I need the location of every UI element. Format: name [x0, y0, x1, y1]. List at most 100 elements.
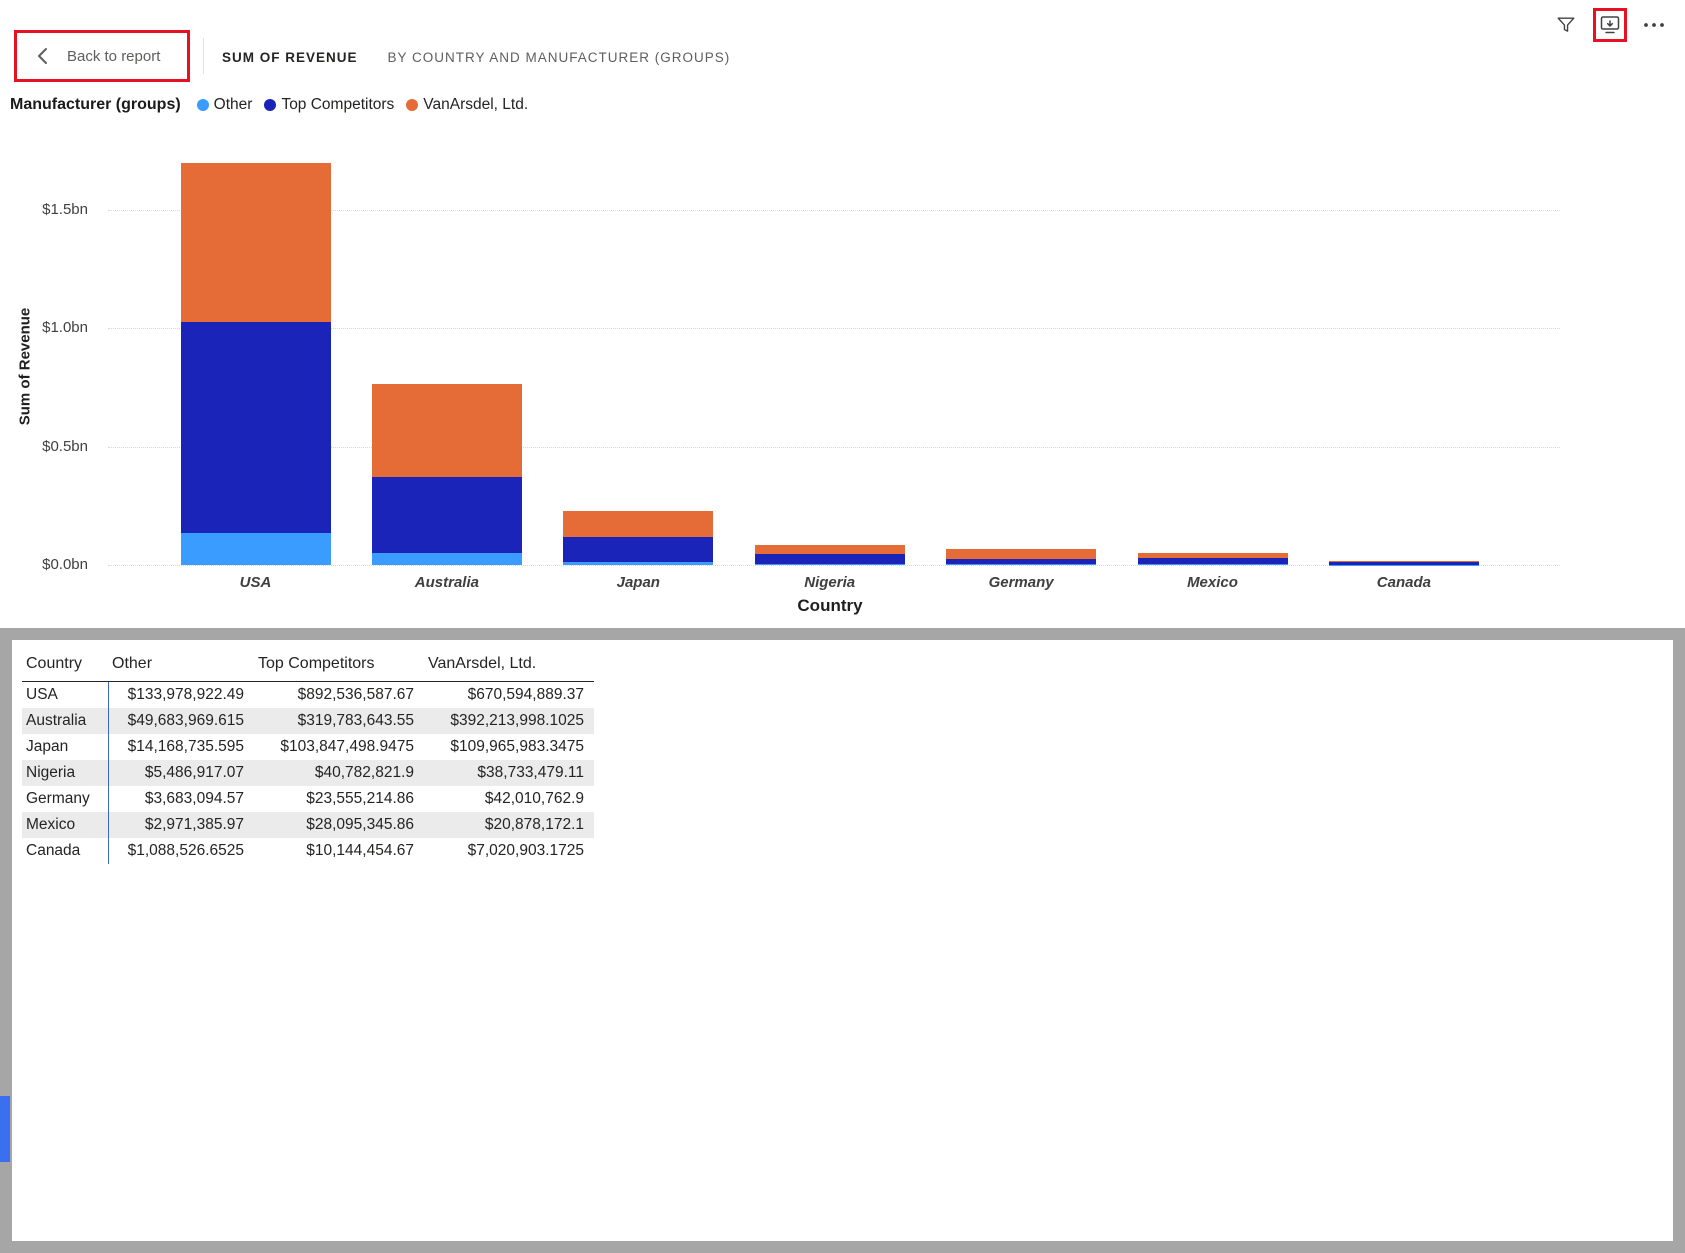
data-table: Country Other Top Competitors VanArsdel, Lt… — [22, 648, 594, 864]
legend-title: Manufacturer (groups) — [10, 96, 181, 113]
table-cell-country: Germany — [22, 786, 109, 812]
bar-segment[interactable] — [1328, 562, 1479, 565]
bar-germany[interactable] — [946, 548, 1097, 565]
table-column-header: Country — [22, 648, 108, 682]
gridline — [108, 565, 1560, 566]
bar-segment[interactable] — [946, 548, 1097, 559]
bar-segment[interactable] — [1328, 560, 1479, 563]
table-cell-value: $49,683,969.615 — [127, 712, 244, 729]
bar-mexico[interactable] — [1137, 552, 1288, 565]
x-tick-label: USA — [239, 574, 272, 591]
bar-segment[interactable] — [563, 510, 714, 538]
table-cell-value: $42,010,762.9 — [484, 790, 584, 807]
legend-item-label: Top Competitors — [281, 96, 395, 113]
bar-segment[interactable] — [180, 533, 331, 565]
table-cell-value: $109,965,983.3475 — [450, 738, 584, 755]
show-data-panel-inner: Country Other Top Competitors VanArsdel, Lt… — [12, 640, 1673, 1241]
bar-segment[interactable] — [563, 537, 714, 562]
legend-color-dot-icon — [196, 99, 209, 111]
table-column-header: Top Competitors — [254, 648, 424, 682]
table-cell-value: $392,213,998.1025 — [450, 712, 584, 729]
bar-usa[interactable] — [180, 162, 331, 565]
table-cell-value: $23,555,214.86 — [306, 790, 414, 807]
filter-icon[interactable] — [1549, 8, 1583, 42]
visual-title-sub: BY COUNTRY AND MANUFACTURER (GROUPS) — [387, 50, 731, 65]
table-row: Canada $1,088,526.6525 $10,144,454.67 $7,02… — [22, 838, 594, 864]
bar-segment[interactable] — [754, 554, 905, 564]
legend-item-top-competitors[interactable]: Top Competitors — [264, 96, 394, 114]
legend-items: Other Top Competitors VanArsdel, Ltd. — [196, 96, 540, 114]
legend-color-dot-icon — [406, 99, 419, 111]
x-tick-label: Germany — [988, 574, 1054, 591]
table-row: Japan $14,168,735.595 $103,847,498.9475 $10… — [22, 734, 594, 760]
table-column-header: Other — [108, 648, 254, 682]
table-cell-value: $1,088,526.6525 — [127, 842, 244, 859]
more-options-icon[interactable] — [1637, 8, 1671, 42]
bar-segment[interactable] — [946, 558, 1097, 565]
bar-segment[interactable] — [371, 384, 522, 478]
legend: Manufacturer (groups) Other Top Competito… — [10, 96, 540, 114]
legend-item-label: VanArsdel, Ltd. — [423, 96, 529, 113]
table-cell-value: $20,878,172.1 — [484, 816, 584, 833]
table-row: Australia $49,683,969.615 $319,783,643.55 $… — [22, 708, 594, 734]
back-chevron-icon — [38, 48, 47, 64]
bar-segment[interactable] — [946, 564, 1097, 565]
x-axis-title: Country — [797, 596, 863, 615]
legend-color-dot-icon — [264, 99, 277, 111]
bar-japan[interactable] — [563, 510, 714, 565]
visual-title: SUM OF REVENUE BY COUNTRY AND MANUFACTUR… — [222, 50, 730, 65]
bar-segment[interactable] — [371, 553, 522, 565]
x-tick-label: Mexico — [1187, 574, 1238, 591]
table-cell-country: Australia — [22, 708, 109, 734]
table-row: Nigeria $5,486,917.07 $40,782,821.9 $38,733… — [22, 760, 594, 786]
bar-canada[interactable] — [1328, 560, 1479, 565]
legend-item-vanarsdel-ltd[interactable]: VanArsdel, Ltd. — [406, 96, 528, 114]
gridline — [108, 446, 1560, 448]
y-axis-title: Sum of Revenue — [16, 307, 34, 426]
legend-item-other[interactable]: Other — [196, 96, 253, 114]
show-data-panel: Country Other Top Competitors VanArsdel, Lt… — [0, 628, 1685, 1253]
table-cell-value: $10,144,454.67 — [306, 842, 414, 859]
bar-australia[interactable] — [371, 384, 522, 565]
bar-segment[interactable] — [1137, 564, 1288, 565]
x-tick-label: Japan — [616, 574, 660, 591]
table-cell-value: $2,971,385.97 — [144, 816, 244, 833]
legend-item-label: Other — [213, 96, 253, 113]
table-cell-country: Japan — [22, 734, 109, 760]
y-tick-label: $0.0bn — [42, 556, 88, 573]
table-cell-value: $892,536,587.67 — [297, 686, 414, 703]
x-tick-label: Australia — [414, 574, 479, 591]
table-cell-value: $40,782,821.9 — [314, 764, 414, 781]
table-row: Mexico $2,971,385.97 $28,095,345.86 $20,878… — [22, 812, 594, 838]
table-column-header: VanArsdel, Ltd. — [424, 648, 594, 682]
back-to-report-button[interactable]: Back to report — [14, 30, 190, 82]
table-cell-value: $133,978,922.49 — [127, 686, 244, 703]
table-cell-value: $38,733,479.11 — [477, 764, 584, 781]
x-tick-label: Nigeria — [804, 574, 856, 591]
bar-segment[interactable] — [1137, 552, 1288, 558]
switch-visual-icon[interactable] — [1593, 8, 1627, 42]
header-divider — [203, 38, 204, 74]
visual-toolbar — [1549, 8, 1671, 42]
bar-segment[interactable] — [180, 162, 331, 322]
bar-segment[interactable] — [180, 321, 331, 534]
x-tick-label: Canada — [1376, 574, 1431, 591]
bar-segment[interactable] — [1137, 557, 1288, 565]
bar-segment[interactable] — [563, 561, 714, 565]
table-row: USA $133,978,922.49 $892,536,587.67 $670,59… — [22, 681, 594, 708]
table-cell-value: $5,486,917.07 — [144, 764, 244, 781]
bar-segment[interactable] — [371, 477, 522, 554]
table-cell-country: USA — [22, 681, 109, 708]
y-tick-label: $0.5bn — [42, 437, 88, 455]
bar-segment[interactable] — [754, 544, 905, 555]
table-cell-value: $319,783,643.55 — [297, 712, 414, 729]
table-cell-value: $14,168,735.595 — [127, 738, 244, 755]
vertical-scrollbar-thumb[interactable] — [0, 1096, 10, 1162]
bar-nigeria[interactable] — [754, 544, 905, 565]
bar-segment[interactable] — [754, 563, 905, 565]
table-cell-country: Canada — [22, 838, 109, 864]
gridline — [108, 328, 1560, 329]
back-to-report-label: Back to report — [67, 47, 161, 65]
gridline — [108, 209, 1560, 211]
table-cell-country: Mexico — [22, 812, 109, 838]
